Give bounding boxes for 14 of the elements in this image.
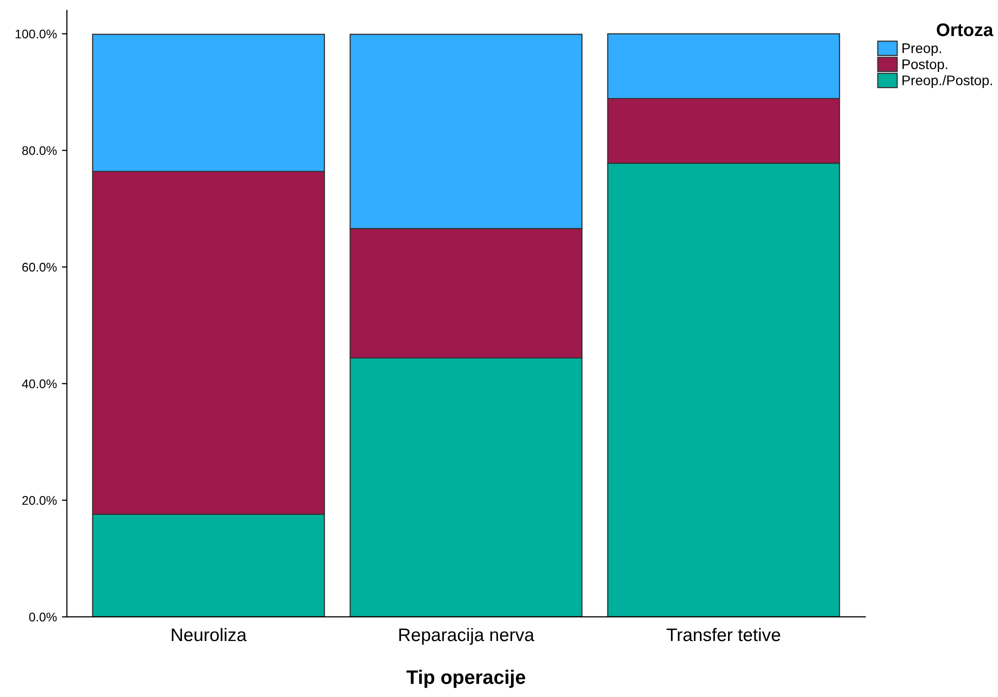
- x-axis-title: Tip operacije: [406, 670, 526, 688]
- x-tick-label: Reparacija nerva: [399, 628, 534, 645]
- y-tick-label: 40.0%: [22, 379, 57, 388]
- y-tick-label: 0.0%: [29, 612, 57, 622]
- y-tick-label: 80.0%: [22, 146, 57, 156]
- x-tick-label: Neuroliza: [172, 628, 247, 642]
- y-tick-label: 60.0%: [22, 262, 57, 272]
- legend-label: Preop./Postop.: [902, 75, 992, 88]
- legend-label: Preop.: [902, 43, 942, 56]
- legend-title: Ortoza: [936, 23, 994, 36]
- legend-label: Postop.: [902, 60, 948, 72]
- x-tick-label: Transfer tetive: [666, 628, 780, 642]
- y-tick-label: 100.0%: [16, 30, 57, 38]
- y-tick-label: 20.0%: [22, 496, 57, 505]
